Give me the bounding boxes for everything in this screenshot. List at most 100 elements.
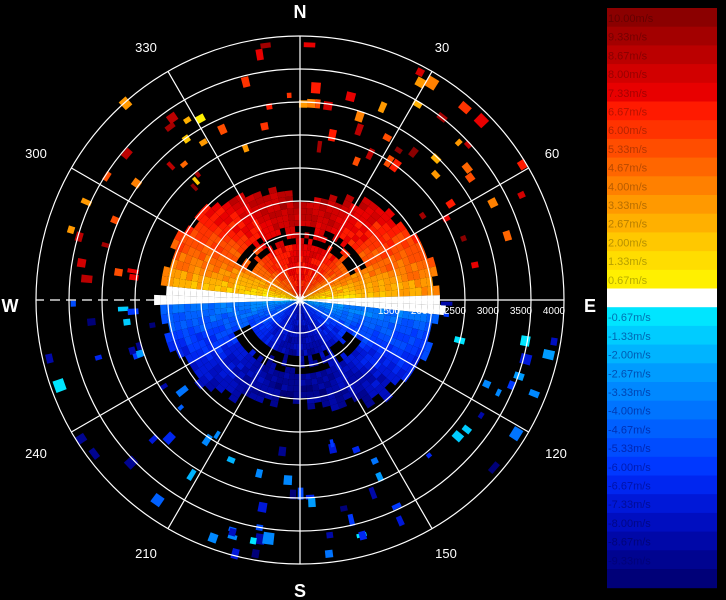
legend-swatch [607,195,717,215]
echo-gate [306,348,312,356]
echo-gate [388,336,397,346]
echo-gate [300,337,304,344]
echo-gate [165,111,179,124]
echo-gate [80,274,93,284]
echo-gate [253,316,261,322]
echo-gate [218,351,228,361]
echo-gate [337,330,345,338]
echo-gate [400,273,409,282]
echo-gate [346,279,354,285]
echo-gate [318,290,325,294]
echo-gate [278,446,287,457]
echo-gate [370,317,378,325]
echo-gate [260,242,268,250]
echo-gate [280,295,287,298]
echo-gate [286,301,293,305]
echo-gate [245,221,255,231]
echo-gate [305,304,312,310]
echo-gate [418,211,427,220]
echo-gate [404,343,414,354]
echo-gate [297,313,300,320]
echo-gate [264,254,271,262]
echo-gate [343,235,352,244]
echo-gate [255,275,262,281]
echo-gate [300,391,307,398]
echo-gate [329,254,336,262]
echo-gate [409,243,419,255]
echo-gate [316,140,323,153]
echo-gate [487,461,501,474]
legend-swatch [607,232,717,252]
echo-gate [233,341,242,350]
echo-gate [348,374,358,384]
echo-gate [276,254,283,262]
echo-gate [248,318,256,325]
echo-gate [343,301,350,306]
echo-gate [287,293,293,298]
echo-gate [262,194,272,203]
echo-gate [416,260,425,271]
legend-label: -8.67m/s [608,537,651,549]
echo-gate [217,123,228,136]
echo-gate [238,309,246,315]
echo-gate [339,327,347,335]
echo-gate [202,303,209,311]
echo-gate [355,206,365,216]
echo-gate [289,305,295,311]
echo-gate [238,285,246,291]
echo-gate [383,277,391,286]
echo-gate [319,303,326,307]
echo-gate [303,325,307,332]
echo-gate [308,284,314,290]
echo-gate [52,378,67,393]
echo-gate [257,309,264,314]
echo-gate [336,309,343,314]
echo-gate [201,433,213,447]
echo-gate [187,326,196,336]
echo-gate [308,317,313,324]
echo-gate [240,349,249,358]
echo-gate [441,213,451,223]
echo-gate [150,492,165,508]
echo-gate [286,301,293,304]
echo-gate [353,313,361,320]
echo-gate [367,348,377,357]
echo-gate [268,304,275,308]
echo-gate [209,257,218,266]
echo-gate [172,312,180,323]
echo-gate [178,337,187,348]
echo-gate [268,294,275,298]
echo-gate [118,96,133,111]
echo-gate [334,259,342,267]
echo-gate [354,246,364,255]
echo-gate [361,267,369,275]
echo-gate [322,329,329,336]
echo-gate [253,327,261,335]
legend-swatch [607,512,717,533]
echo-gate [208,290,215,297]
echo-gate [225,384,236,394]
echo-gate [208,367,219,378]
echo-gate [220,297,227,303]
echo-gate [310,245,316,252]
echo-gate [370,456,379,465]
echo-gate [307,295,314,299]
echo-gate [251,310,259,316]
echo-gate [368,201,379,212]
legend-swatch [607,251,717,271]
echo-gate [393,251,402,262]
echo-gate [195,242,205,252]
echo-gate [306,391,314,398]
echo-gate [291,288,296,294]
echo-gate [338,255,347,263]
echo-gate [290,289,295,295]
echo-gate [370,275,378,283]
echo-gate [287,283,292,290]
echo-gate [312,280,319,286]
echo-gate [177,404,185,411]
echo-gate [390,375,401,386]
echo-gate [361,302,368,308]
echo-gate [402,280,410,290]
echo-gate [351,349,360,358]
echo-gate [443,312,450,318]
